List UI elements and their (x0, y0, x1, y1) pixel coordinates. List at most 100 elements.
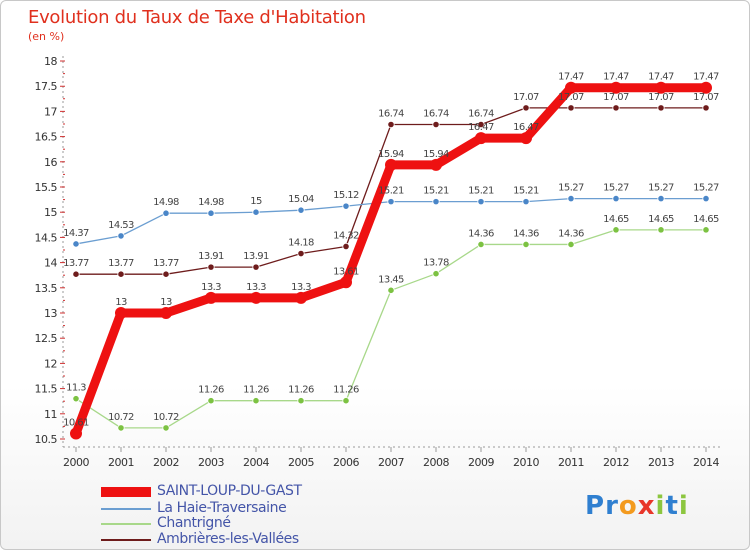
series-ambrieres-point (387, 120, 395, 129)
y-tick-label: 12.5 (35, 332, 58, 345)
x-tick-label: 2007 (378, 456, 404, 469)
series-ambrieres-data-label: 16.74 (423, 109, 449, 120)
series-ambrieres-point (657, 104, 665, 112)
series-ambrieres-data-label: 13.77 (63, 258, 89, 269)
series-saint-loup-data-label: 13.61 (333, 266, 359, 277)
series-la-haie-point (342, 202, 350, 210)
y-tick-label: 18 (44, 55, 57, 68)
series-chantrigne-point (702, 226, 710, 234)
series-chantrigne-point (252, 397, 260, 405)
series-ambrieres-point (342, 242, 350, 251)
series-chantrigne-point (387, 286, 395, 294)
series-chantrigne-point (117, 424, 125, 432)
series-la-haie-point (297, 206, 305, 214)
series-chantrigne-data-label: 11.26 (333, 385, 359, 396)
logo-letter: x (637, 491, 656, 521)
y-tick-label: 15.5 (35, 181, 58, 194)
series-ambrieres-data-label: 17.07 (693, 92, 719, 103)
series-saint-loup-data-label: 16.47 (468, 122, 494, 133)
legend-swatch-saint-loup (101, 487, 151, 497)
series-saint-loup-data-label: 13.3 (246, 282, 266, 293)
x-tick-label: 2012 (603, 456, 629, 469)
series-la-haie-point (702, 194, 710, 203)
series-ambrieres-point (522, 104, 530, 112)
series-chantrigne-data-label: 14.36 (558, 228, 584, 239)
series-la-haie-data-label: 14.37 (63, 228, 89, 239)
x-tick-label: 2005 (288, 456, 314, 469)
series-la-haie-data-label: 15.27 (693, 183, 719, 194)
series-saint-loup-point (340, 276, 352, 289)
x-tick-label: 2001 (108, 456, 134, 469)
series-saint-loup-data-label: 15.94 (423, 149, 449, 160)
series-ambrieres-point (702, 104, 710, 112)
series-chantrigne-point (612, 226, 620, 234)
series-chantrigne-point (162, 424, 170, 432)
series-saint-loup-data-label: 15.94 (378, 149, 404, 160)
series-chantrigne-point (432, 270, 440, 278)
series-ambrieres-point (117, 270, 125, 278)
series-saint-loup-point (250, 291, 262, 304)
chart-title: Evolution du Taux de Taxe d'Habitation (28, 7, 366, 28)
series-chantrigne-data-label: 13.78 (423, 258, 449, 269)
series-saint-loup-data-label: 13 (160, 297, 172, 308)
series-saint-loup-point (295, 291, 307, 304)
series-saint-loup-data-label: 17.47 (603, 72, 629, 83)
x-tick-label: 2014 (693, 456, 719, 469)
series-ambrieres-data-label: 14.18 (288, 238, 314, 249)
x-tick-label: 2000 (63, 456, 89, 469)
series-la-haie-data-label: 15.04 (288, 194, 314, 205)
y-tick-label: 17.5 (35, 80, 58, 93)
series-ambrieres-data-label: 13.77 (153, 258, 179, 269)
series-la-haie-point (657, 194, 665, 203)
series-la-haie-data-label: 15 (250, 196, 262, 207)
series-saint-loup-point (385, 158, 397, 171)
series-la-haie-point (522, 198, 530, 206)
x-tick-label: 2004 (243, 456, 269, 469)
x-tick-label: 2013 (648, 456, 674, 469)
series-saint-loup-data-label: 13 (115, 297, 127, 308)
series-saint-loup-data-label: 13.3 (201, 282, 221, 293)
series-chantrigne-data-label: 14.65 (693, 214, 719, 225)
series-chantrigne-point (207, 397, 215, 405)
series-la-haie-data-label: 15.21 (468, 186, 494, 197)
y-axis-unit-label: (en %) (28, 30, 65, 43)
series-saint-loup-point (70, 427, 82, 440)
y-tick-label: 17 (44, 105, 57, 118)
series-saint-loup-data-label: 17.47 (648, 72, 674, 83)
series-la-haie-point (612, 194, 620, 203)
y-tick-label: 15 (44, 206, 57, 219)
series-chantrigne-point (522, 240, 530, 249)
series-saint-loup-point (205, 291, 217, 304)
proxiti-logo: Proxiti (585, 491, 689, 521)
series-ambrieres-point (297, 249, 305, 258)
series-chantrigne-data-label: 10.72 (108, 412, 134, 423)
x-tick-label: 2002 (153, 456, 179, 469)
series-chantrigne-point (72, 395, 80, 403)
series-ambrieres-data-label: 13.91 (198, 251, 224, 262)
series-chantrigne-data-label: 10.72 (153, 412, 179, 423)
legend-label-la-haie: La Haie-Traversaine (157, 500, 287, 516)
series-chantrigne-data-label: 14.65 (603, 214, 629, 225)
x-tick-label: 2009 (468, 456, 494, 469)
series-la-haie-point (162, 209, 170, 217)
series-la-haie-data-label: 15.21 (513, 186, 539, 197)
series-ambrieres-point (477, 120, 485, 129)
series-chantrigne-data-label: 11.26 (198, 385, 224, 396)
series-saint-loup-data-label: 13.3 (291, 282, 311, 293)
series-ambrieres-data-label: 17.07 (603, 92, 629, 103)
series-la-haie-data-label: 15.27 (558, 183, 584, 194)
series-chantrigne-data-label: 11.26 (243, 385, 269, 396)
y-tick-label: 11 (44, 408, 57, 421)
logo-letter: i (655, 491, 666, 521)
y-tick-label: 10.5 (35, 433, 58, 446)
x-tick-label: 2010 (513, 456, 539, 469)
series-saint-loup-data-label: 16.47 (513, 122, 539, 133)
series-ambrieres-point (432, 120, 440, 129)
y-tick-label: 14 (44, 257, 57, 270)
series-chantrigne-point (297, 397, 305, 405)
series-ambrieres-data-label: 17.07 (648, 92, 674, 103)
series-la-haie-data-label: 15.21 (378, 186, 404, 197)
y-tick-label: 12 (44, 357, 57, 370)
series-saint-loup-point (160, 307, 172, 319)
